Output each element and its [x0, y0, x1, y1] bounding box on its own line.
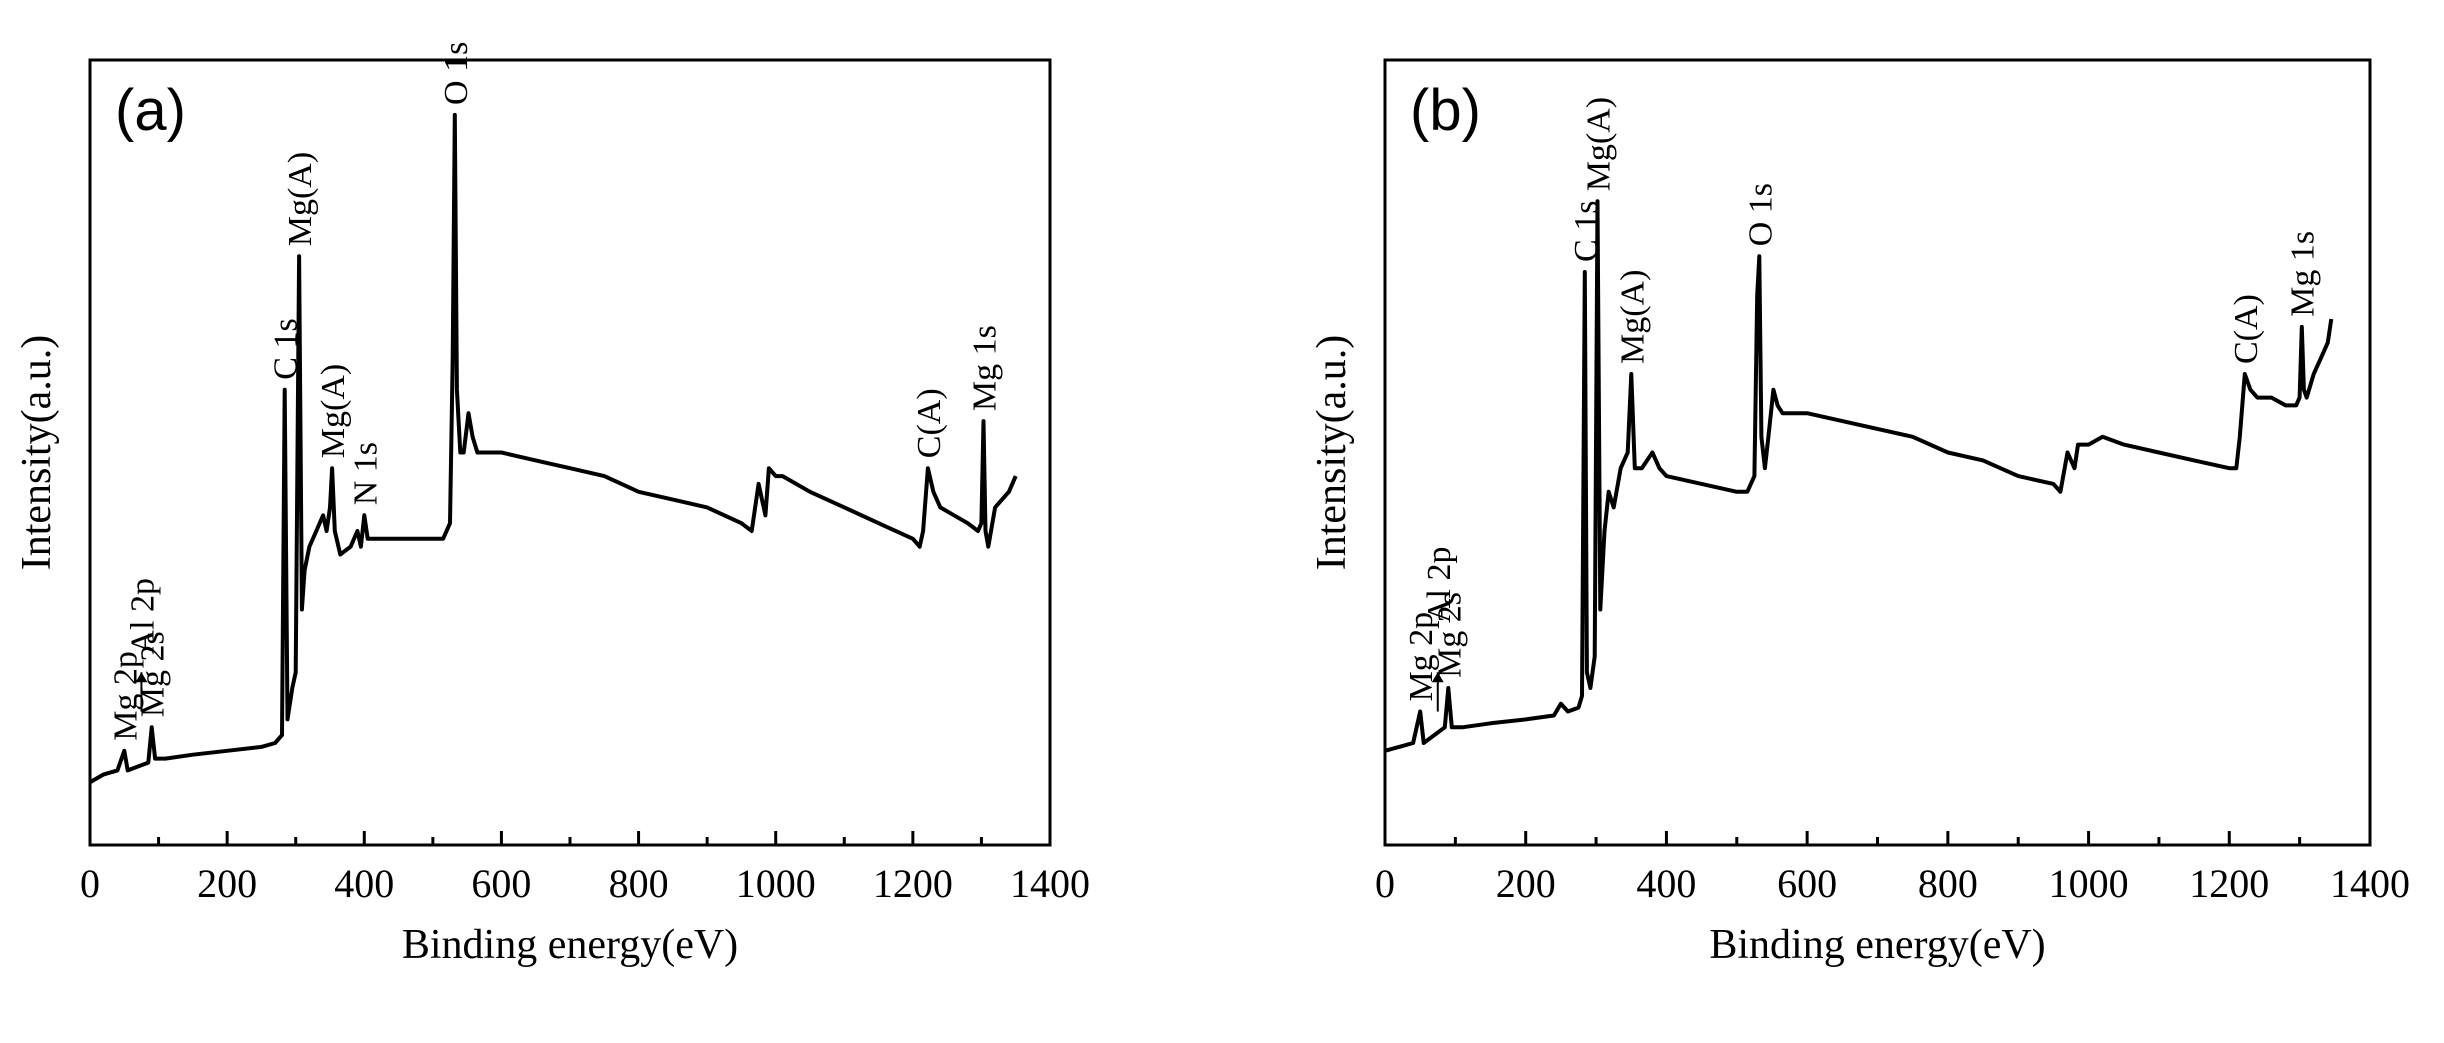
spectrum-line — [1384, 199, 2334, 753]
peak-label: Mg 1s — [2285, 231, 2322, 317]
x-tick-label: 1200 — [2189, 861, 2269, 906]
peak-label: C(A) — [911, 388, 948, 458]
x-tick-label: 1400 — [2330, 861, 2410, 906]
x-tick-label: 0 — [80, 861, 100, 906]
x-tick-label: 200 — [197, 861, 257, 906]
plot-frame — [88, 58, 1052, 847]
y-axis-title: Intensity(a.u.) — [1309, 335, 1355, 571]
x-axis-title: Binding energy(eV) — [1709, 922, 2045, 968]
peak-label: O 1s — [1742, 183, 1779, 246]
peak-label: N 1s — [347, 442, 384, 505]
peak-label: Mg(A) — [1614, 270, 1651, 364]
panel-b: 0 200 400 600 800 1000 1200 1400 Binding energy(… — [1309, 58, 2410, 968]
x-tick-label: 0 — [1375, 861, 1395, 906]
peak-label: Mg 2p — [107, 651, 144, 741]
panel-a: 0 200 400 600 800 1000 1200 1400 Binding energy(… — [14, 42, 1090, 968]
y-axis-title: Intensity(a.u.) — [14, 335, 60, 571]
peak-label: O 1s — [438, 42, 475, 105]
x-tick-label: 600 — [471, 861, 531, 906]
x-tick-label: 200 — [1496, 861, 1556, 906]
x-tick-label: 400 — [1636, 861, 1696, 906]
peak-label: C 1s — [268, 318, 305, 379]
x-tick-label: 1400 — [1010, 861, 1090, 906]
x-tick-label: 400 — [334, 861, 394, 906]
x-tick-label: 1200 — [873, 861, 953, 906]
peak-label: C(A) — [2228, 294, 2265, 364]
peak-label: C 1s — [1568, 201, 1605, 262]
panel-label: (b) — [1410, 78, 1481, 143]
spectrum-line — [89, 112, 1018, 784]
peak-label: Mg 1s — [966, 325, 1003, 411]
x-tick-label: 600 — [1777, 861, 1837, 906]
x-axis-title: Binding energy(eV) — [402, 922, 738, 968]
peak-label: Al 2p — [124, 578, 161, 655]
peak-label: Al 2p — [1421, 547, 1458, 624]
peak-label: Mg(A) — [1580, 97, 1617, 191]
x-tick-label: 800 — [1918, 861, 1978, 906]
peak-label: Mg 2s — [1431, 592, 1468, 678]
peak-label: Mg(A) — [282, 152, 319, 246]
x-tick-label: 1000 — [736, 861, 816, 906]
arrow-icon — [1431, 672, 1444, 683]
peak-label: Mg(A) — [315, 364, 352, 458]
x-tick-label: 1000 — [2049, 861, 2129, 906]
x-tick-label: 800 — [609, 861, 669, 906]
plot-frame — [1383, 58, 2372, 847]
arrow-icon — [135, 672, 148, 683]
peak-label: Mg 2p — [1403, 612, 1440, 702]
panel-label: (a) — [115, 78, 186, 143]
